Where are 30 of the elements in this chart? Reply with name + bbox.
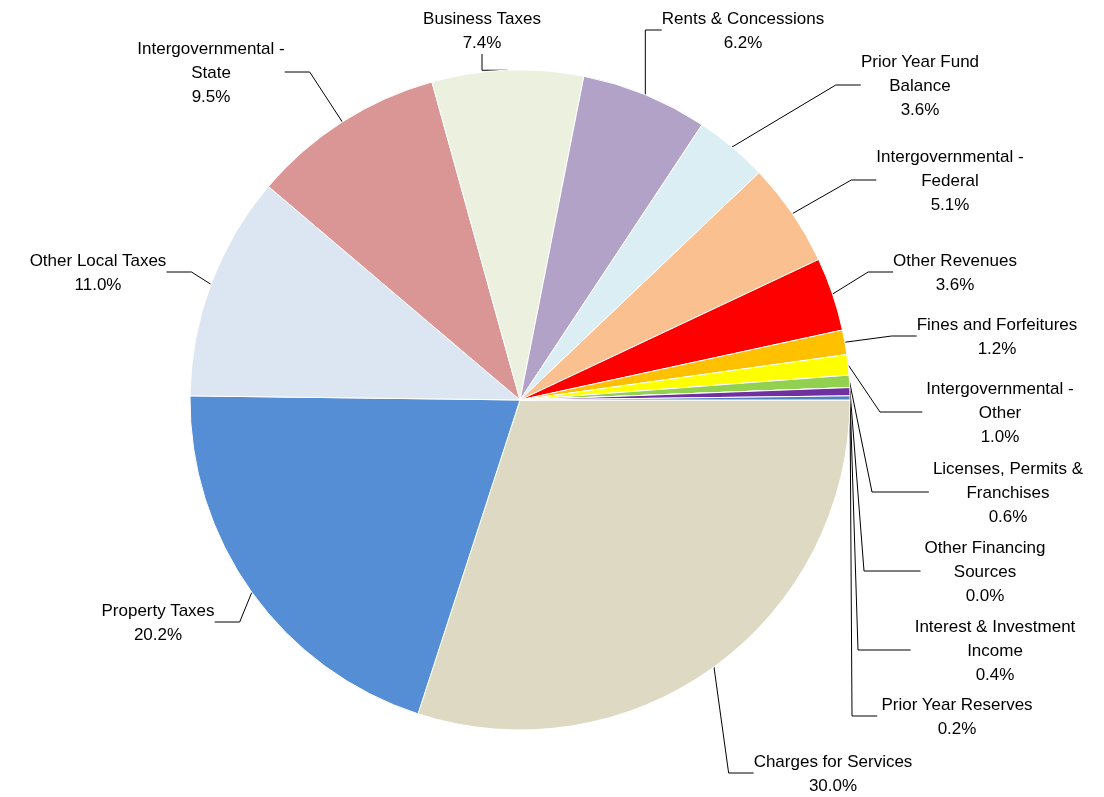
- slice-label: Business Taxes: [423, 8, 541, 28]
- category-label: Other Financing Sources: [924, 537, 1046, 581]
- slice-label: Property Taxes: [101, 600, 215, 620]
- data-label: 30.0%: [808, 775, 858, 795]
- data-label: 6.2%: [723, 32, 763, 52]
- slice-label: Intergovernmental - Federal: [876, 146, 1024, 190]
- slice-label: Prior Year Fund Balance: [860, 51, 980, 95]
- slice-label: Interest & Investment Income: [914, 616, 1076, 660]
- slice-label: Prior Year Reserves: [881, 694, 1033, 714]
- slice-label: Other Local Taxes: [29, 250, 167, 270]
- data-label: 11.0%: [74, 274, 122, 294]
- data-label: 7.4%: [462, 32, 502, 52]
- slice-label: Licenses, Permits & Franchises: [932, 458, 1084, 502]
- data-label: 3.6%: [900, 99, 940, 119]
- slice-label: Rents & Concessions: [661, 8, 825, 28]
- data-label: 1.0%: [980, 426, 1020, 446]
- data-label: 1.2%: [977, 338, 1017, 358]
- slice-label: Fines and Forfeitures: [916, 314, 1078, 334]
- text: 0.0%: [965, 585, 1005, 605]
- slice-label: Other Revenues: [893, 250, 1017, 270]
- slice-label: Intergovernmental - State: [137, 38, 285, 82]
- data-label: 20.2%: [133, 624, 183, 644]
- data-label: 0.2%: [937, 718, 977, 738]
- data-label: 0.4%: [975, 664, 1015, 684]
- data-label: 9.5%: [191, 86, 231, 106]
- data-label: 5.1%: [930, 194, 970, 214]
- data-label: 3.6%: [935, 274, 975, 294]
- slice-label: Intergovernmental - Other: [926, 378, 1074, 422]
- data-label: 0.6%: [988, 506, 1028, 526]
- slice-label: Charges for Services: [753, 751, 913, 771]
